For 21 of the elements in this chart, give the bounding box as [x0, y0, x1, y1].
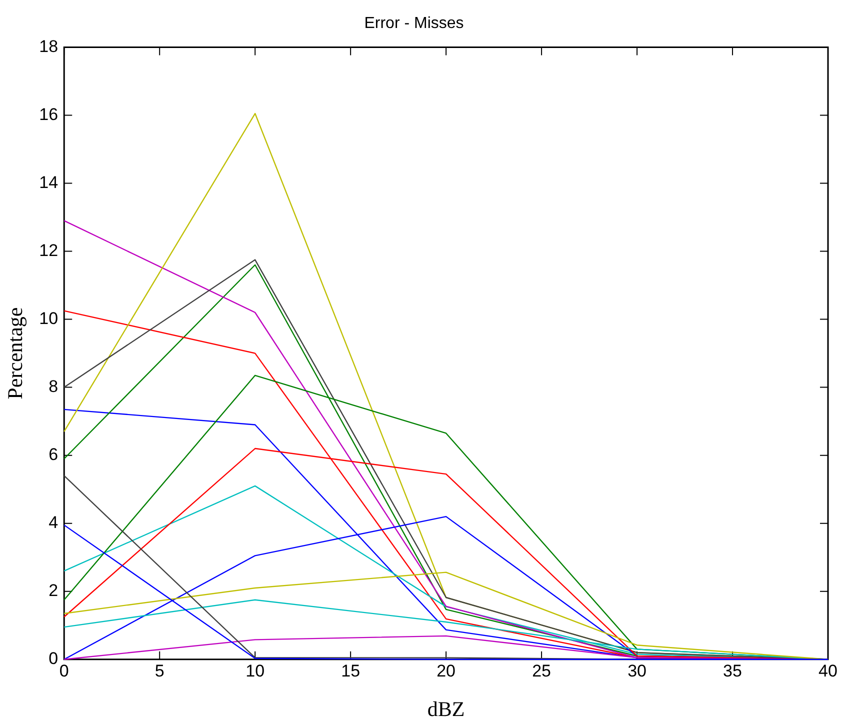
y-tick-label: 6 — [48, 445, 58, 464]
y-tick-label: 2 — [48, 581, 58, 600]
x-tick-label: 30 — [628, 661, 646, 680]
y-tick-label: 8 — [48, 377, 58, 396]
y-tick-label: 10 — [39, 308, 58, 328]
x-tick-label: 20 — [436, 661, 456, 680]
x-tick-label: 35 — [723, 661, 742, 680]
chart-title: Error - Misses — [364, 15, 464, 32]
y-tick-label: 14 — [39, 172, 58, 192]
y-tick-label: 12 — [39, 240, 58, 260]
y-tick-label: 0 — [48, 649, 58, 668]
y-tick-label: 18 — [39, 36, 58, 56]
x-tick-label: 40 — [818, 661, 838, 680]
x-tick-label: 25 — [532, 661, 551, 680]
x-axis-title: dBZ — [427, 696, 465, 721]
x-tick-label: 10 — [246, 661, 265, 680]
y-tick-label: 16 — [39, 104, 58, 124]
x-tick-label: 5 — [154, 661, 164, 680]
y-tick-label: 4 — [48, 513, 58, 532]
y-axis-title: Percentage — [3, 307, 28, 400]
x-tick-label: 15 — [341, 661, 360, 680]
